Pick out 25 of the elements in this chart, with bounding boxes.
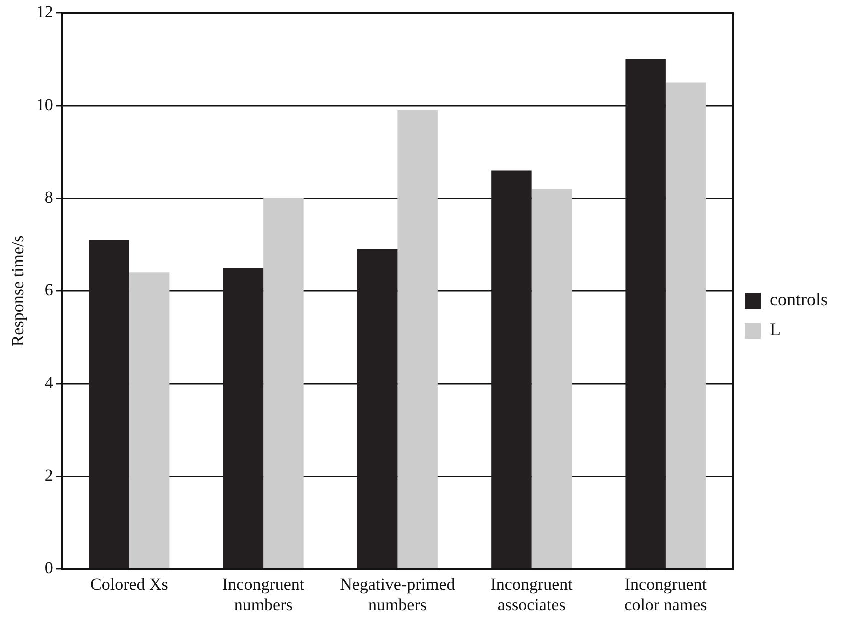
y-tick-label: 4: [44, 373, 54, 392]
bar: [532, 189, 572, 569]
bar: [626, 60, 666, 569]
bar: [264, 198, 304, 569]
y-tick-label: 10: [36, 95, 54, 114]
legend-label: controls: [770, 290, 828, 310]
bar: [89, 240, 130, 569]
bar: [357, 250, 398, 569]
x-tick-label: Incongruent color names: [624, 574, 708, 614]
y-axis-title: Response time/s: [8, 236, 28, 347]
bar: [223, 268, 264, 569]
x-tick-label: Incongruent associates: [490, 574, 574, 614]
y-tick-label: 12: [36, 2, 54, 22]
bar: [398, 110, 438, 569]
y-tick-label: 6: [44, 280, 54, 300]
y-tick-label: 2: [44, 466, 54, 485]
y-tick-label: 0: [44, 558, 54, 578]
bar: [492, 170, 532, 569]
legend-label: L: [770, 320, 782, 340]
y-tick-label: 8: [44, 188, 54, 207]
bar: [129, 272, 170, 569]
bar: [666, 82, 706, 569]
x-tick-label: Negative-primed numbers: [340, 574, 456, 614]
x-tick-label: Colored Xs: [90, 574, 168, 594]
x-tick-label: Incongruent numbers: [222, 574, 305, 614]
